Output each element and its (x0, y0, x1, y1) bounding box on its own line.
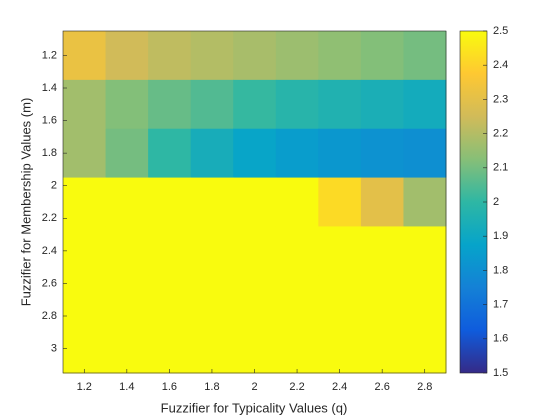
heatmap-cell (360, 226, 404, 276)
y-tick-label: 1.2 (42, 49, 57, 61)
x-tick-label: 2.6 (375, 381, 390, 393)
heatmap-cell (318, 226, 362, 276)
heatmap-cell (275, 128, 319, 179)
heatmap-cell (190, 226, 234, 276)
heatmap-cell (318, 128, 362, 179)
heatmap-cell (403, 79, 447, 130)
heatmap-cell (148, 275, 192, 325)
heatmap-cell (403, 324, 447, 374)
colorbar-tick-label: 2.4 (493, 59, 508, 71)
colorbar-tick-label: 2.5 (493, 25, 508, 37)
heatmap-cell (105, 324, 149, 374)
heatmap-cell (105, 275, 149, 325)
heatmap-cell (63, 177, 107, 227)
heatmap-cell (190, 177, 234, 227)
heatmap-cell (63, 31, 107, 81)
x-tick-label: 2.2 (289, 381, 304, 393)
x-tick-label: 1.6 (162, 381, 177, 393)
x-tick-label: 1.8 (204, 381, 219, 393)
x-tick-label: 1.2 (77, 381, 92, 393)
heatmap-cell (63, 324, 107, 374)
heatmap-cell (105, 31, 149, 81)
y-tick-label: 1.6 (42, 114, 57, 126)
heatmap-cell (233, 31, 277, 81)
heatmap-cell (105, 128, 149, 179)
heatmap-cell (63, 79, 107, 130)
heatmap-cell (360, 275, 404, 325)
colorbar (459, 30, 488, 374)
colorbar-tick-label: 2 (493, 196, 499, 208)
x-tick-label: 1.4 (119, 381, 134, 393)
heatmap-cell (318, 275, 362, 325)
colorbar-tick-label: 1.6 (493, 333, 508, 345)
y-tick-label: 2.6 (42, 277, 57, 289)
heatmap-cell (318, 324, 362, 374)
heatmap-cell (360, 128, 404, 179)
heatmap-cell (105, 177, 149, 227)
heatmap-cell (63, 275, 107, 325)
colorbar-tick-label: 1.7 (493, 299, 508, 311)
heatmap-cell (233, 226, 277, 276)
x-tick-label: 2 (251, 381, 257, 393)
heatmap-cell (360, 31, 404, 81)
x-tick-label: 2.4 (332, 381, 347, 393)
y-tick-label: 2.8 (42, 310, 57, 322)
heatmap-cell (190, 31, 234, 81)
heatmap-cell (275, 226, 319, 276)
colorbar-tick-label: 1.8 (493, 264, 508, 276)
heatmap-cell (148, 226, 192, 276)
heatmap-cell (275, 275, 319, 325)
heatmap-cell (190, 128, 234, 179)
heatmap-cell (233, 79, 277, 130)
heatmap-cell (360, 324, 404, 374)
heatmap-cell (148, 177, 192, 227)
heatmap-cell (403, 275, 447, 325)
heatmap-cell (403, 128, 447, 179)
heatmap-cell (403, 177, 447, 227)
heatmap-cell (105, 226, 149, 276)
heatmap-cell (233, 324, 277, 374)
heatmap-cell (403, 31, 447, 81)
y-tick-label: 2.4 (42, 245, 57, 257)
colorbar-tick-label: 2.1 (493, 162, 508, 174)
y-tick-label: 2 (51, 180, 57, 192)
y-axis-label: Fuzzifier for Membership Values (m) (18, 98, 33, 307)
heatmap-cell (233, 177, 277, 227)
colorbar-tick-label: 1.9 (493, 230, 508, 242)
heatmap-cell (360, 177, 404, 227)
y-tick-label: 2.2 (42, 212, 57, 224)
heatmap-cell (275, 324, 319, 374)
heatmap-cell (275, 79, 319, 130)
heatmap-cell (360, 79, 404, 130)
heatmap-cell (190, 324, 234, 374)
y-tick-label: 1.8 (42, 147, 57, 159)
heatmap-cell (275, 177, 319, 227)
heatmap-cell (190, 79, 234, 130)
heatmap-cell (318, 177, 362, 227)
colorbar-tick-label: 1.5 (493, 367, 508, 379)
heatmap-cell (148, 128, 192, 179)
heatmap-cell (105, 79, 149, 130)
heatmap-cell (148, 79, 192, 130)
heatmap-cell (190, 275, 234, 325)
heatmap-cell (233, 128, 277, 179)
heatmap-cell (275, 31, 319, 81)
y-tick-label: 3 (51, 342, 57, 354)
heatmap-cell (63, 128, 107, 179)
heatmap-cell (148, 31, 192, 81)
heatmap-cell (318, 31, 362, 81)
x-tick-label: 2.8 (417, 381, 432, 393)
heatmap-cell (63, 226, 107, 276)
x-axis-label: Fuzzifier for Typicality Values (q) (161, 400, 348, 415)
y-tick-label: 1.4 (42, 82, 57, 94)
colorbar-tick-label: 2.2 (493, 128, 508, 140)
heatmap-cell (233, 275, 277, 325)
heatmap-cell (403, 226, 447, 276)
heatmap-cell (318, 79, 362, 130)
colorbar-tick-label: 2.3 (493, 93, 508, 105)
heatmap-cell (148, 324, 192, 374)
